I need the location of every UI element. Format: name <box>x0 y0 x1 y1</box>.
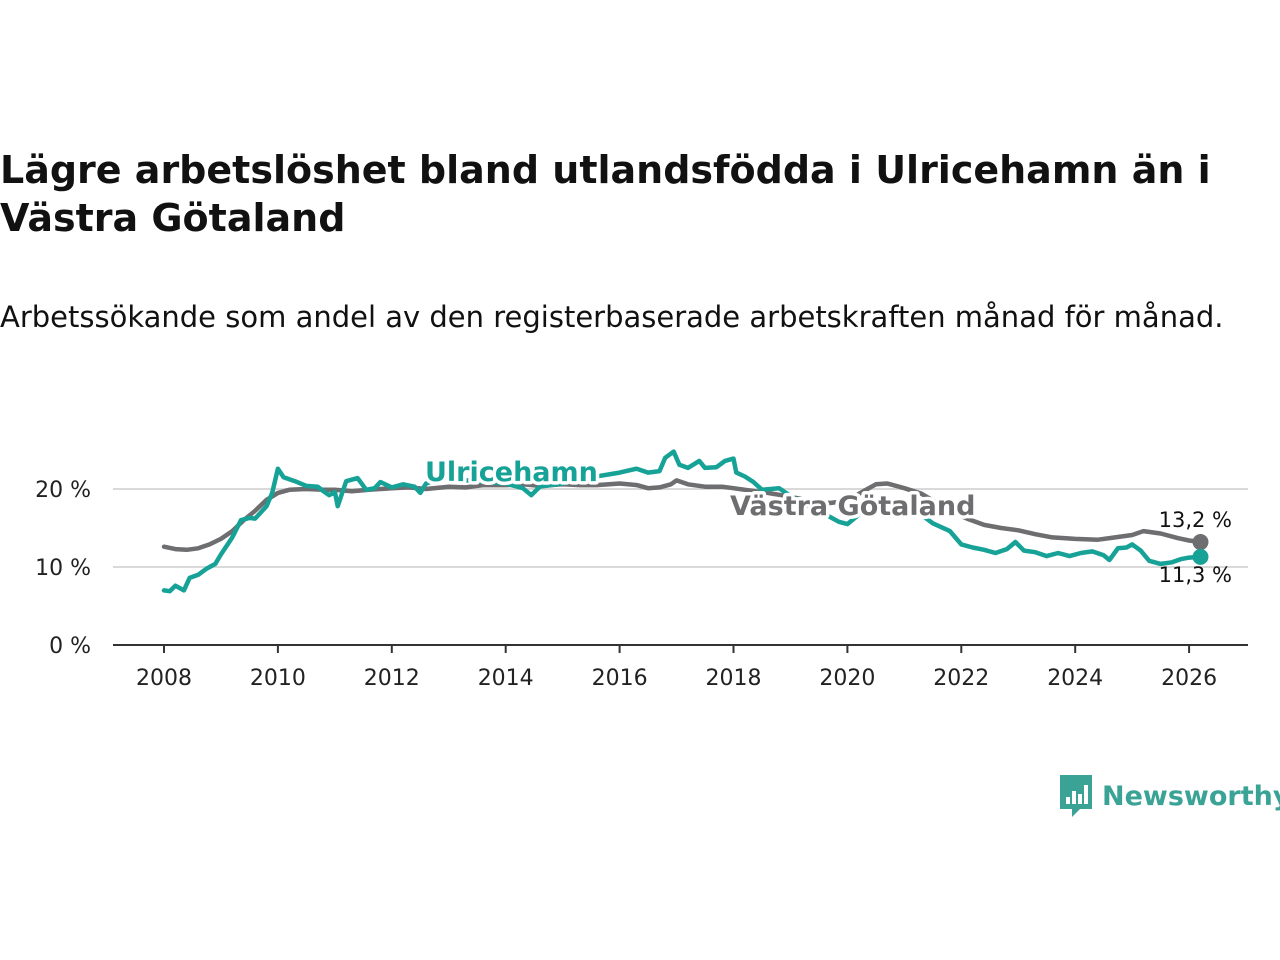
x-tick-label: 2020 <box>819 666 875 691</box>
y-tick-label: 10 % <box>35 556 91 581</box>
newsworthy-logo-icon <box>1060 775 1092 817</box>
end-label-ulricehamn: 11,3 % <box>1159 563 1232 587</box>
series-lines <box>161 449 1209 594</box>
y-tick-label: 20 % <box>35 478 91 503</box>
newsworthy-logo: Newsworthy <box>1058 772 1280 820</box>
newsworthy-logo-text: Newsworthy <box>1102 780 1280 812</box>
axes: 0 % 10 % 20 % 2008 2010 2012 2014 2016 2018 2020 2… <box>35 478 1248 691</box>
x-tick-label: 2026 <box>1161 666 1217 691</box>
chart-title: Lägre arbetslöshet bland utlandsfödda i … <box>0 148 1211 240</box>
series-label-vastra-gotaland: Västra Götaland <box>730 491 975 522</box>
chart-subtitle: Arbetssökande som andel av den registerb… <box>0 300 1224 334</box>
end-marker-ulricehamn <box>1192 548 1209 565</box>
x-tick-label: 2014 <box>478 666 534 691</box>
end-marker-vastra-gotaland <box>1192 534 1209 551</box>
x-tick-label: 2022 <box>933 666 989 691</box>
series-labels: Ulricehamn Västra Götaland 13,2 % 11,3 % <box>422 454 1233 588</box>
y-tick-label: 0 % <box>49 634 91 659</box>
series-label-ulricehamn: Ulricehamn <box>425 457 598 488</box>
x-tick-label: 2010 <box>250 666 306 691</box>
x-tick-label: 2008 <box>136 666 192 691</box>
x-tick-label: 2012 <box>364 666 420 691</box>
series-line-vastra-gotaland <box>161 478 1203 553</box>
series-line-ulricehamn <box>161 449 1203 594</box>
x-tick-label: 2016 <box>592 666 648 691</box>
x-tick-label: 2024 <box>1047 666 1103 691</box>
end-label-vastra-gotaland: 13,2 % <box>1159 508 1232 532</box>
x-tick-label: 2018 <box>706 666 762 691</box>
line-chart: 0 % 10 % 20 % 2008 2010 2012 2014 2016 2018 2020 2… <box>35 449 1248 691</box>
